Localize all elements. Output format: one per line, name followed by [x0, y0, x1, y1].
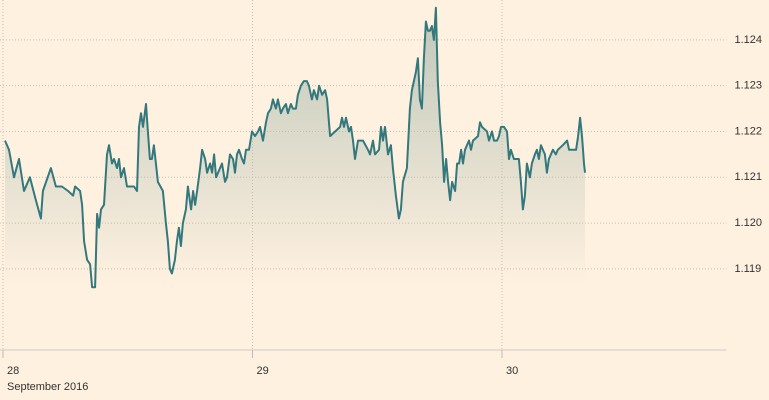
- y-tick-label: 1.119: [735, 263, 762, 275]
- y-tick-label: 1.121: [735, 171, 763, 183]
- x-tick-label: 30: [506, 365, 518, 377]
- x-tick-label: 28: [7, 365, 19, 377]
- y-tick-label: 1.124: [735, 34, 763, 46]
- area-fill: [5, 7, 585, 288]
- y-tick-label: 1.123: [735, 80, 763, 92]
- x-caption: September 2016: [7, 381, 88, 393]
- x-tick-label: 29: [256, 365, 268, 377]
- y-tick-label: 1.120: [735, 217, 763, 229]
- y-tick-label: 1.122: [735, 125, 763, 137]
- price-line: [4, 6, 586, 289]
